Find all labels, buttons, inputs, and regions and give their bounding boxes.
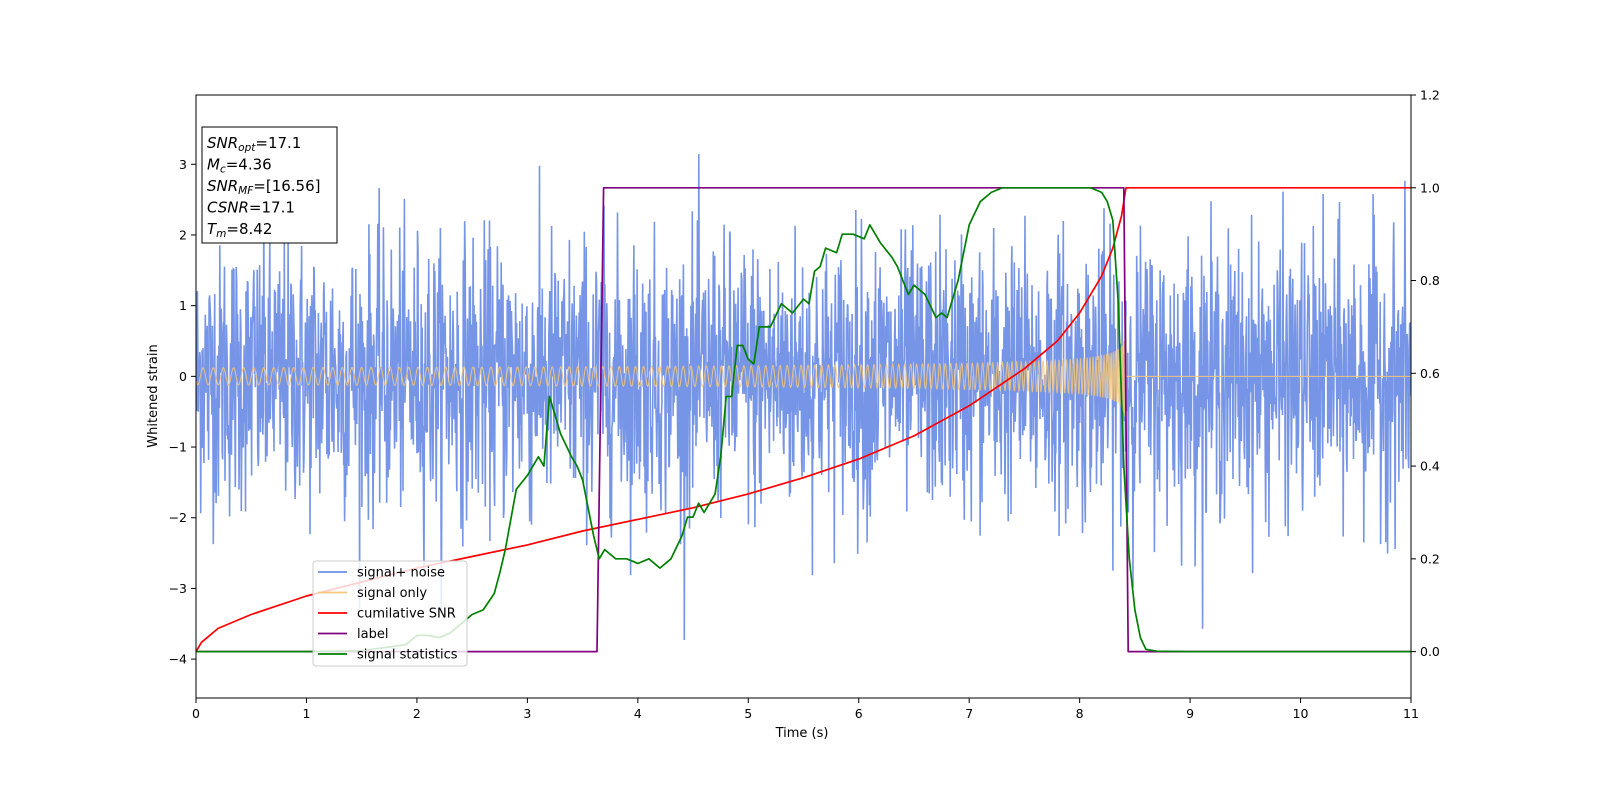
- x-tick-label: 9: [1186, 706, 1194, 721]
- x-tick-label: 3: [523, 706, 531, 721]
- y-tick-label: −3: [169, 581, 187, 596]
- info-box-symbol: SNR: [207, 134, 238, 152]
- info-box-line: SNRopt=17.1: [207, 134, 301, 154]
- legend-label: label: [357, 627, 388, 642]
- y2-tick-label: 0.2: [1420, 551, 1440, 566]
- legend-label: signal only: [357, 586, 427, 601]
- x-tick-label: 8: [1076, 706, 1084, 721]
- info-box-subscript: c: [220, 164, 226, 176]
- info-box-subscript: opt: [238, 142, 256, 154]
- info-box-value: =17.1: [255, 134, 301, 152]
- info-box-line: SNRMF=[16.56]: [207, 177, 321, 197]
- info-box-symbol: M: [207, 156, 220, 174]
- legend-frame: [312, 560, 468, 667]
- series-signal-noise: [196, 154, 1411, 641]
- info-box-subscript: m: [216, 228, 226, 240]
- x-tick-label: 0: [192, 706, 200, 721]
- y-axis-label: Whitened strain: [146, 344, 161, 447]
- y2-tick-label: 1.2: [1420, 88, 1440, 103]
- y2-tick-label: 1.0: [1420, 180, 1440, 195]
- y-tick-label: 3: [179, 157, 187, 172]
- y2-tick-label: 0.8: [1420, 273, 1440, 288]
- info-box-symbol: SNR: [207, 177, 238, 195]
- plot-series: [196, 154, 1411, 653]
- x-tick-label: 11: [1403, 706, 1419, 721]
- info-box-value: =8.42: [226, 220, 272, 238]
- x-tick-label: 7: [965, 706, 973, 721]
- x-tick-label: 5: [744, 706, 752, 721]
- info-box-value: =[16.56]: [253, 177, 320, 195]
- y-tick-label: −4: [169, 652, 187, 667]
- y-tick-label: −1: [169, 440, 187, 455]
- y-tick-label: 0: [179, 369, 187, 384]
- info-box: SNRopt=17.1Mc=4.36SNRMF=[16.56]CSNR=17.1…: [201, 126, 338, 244]
- legend-label: signal statistics: [357, 648, 458, 663]
- x-tick-label: 6: [855, 706, 863, 721]
- plot-frame: [195, 94, 1412, 699]
- y-tick-label: 1: [179, 298, 187, 313]
- info-box-line: CSNR=17.1: [207, 199, 295, 217]
- info-box-value: =4.36: [226, 156, 272, 174]
- y2-axis-ticks: 0.0 0.2 0.4 0.6 0.8 1.0 1.2: [1411, 88, 1440, 659]
- x-tick-label: 2: [413, 706, 421, 721]
- info-box-symbol: T: [207, 220, 218, 238]
- y2-tick-label: 0.0: [1420, 644, 1440, 659]
- y-tick-label: −2: [169, 510, 187, 525]
- legend: signal+ noise signal only cumilative SNR la…: [312, 560, 468, 667]
- y2-tick-label: 0.4: [1420, 459, 1440, 474]
- legend-label: cumilative SNR: [357, 607, 456, 622]
- info-box-line: Tm=8.42: [207, 220, 272, 240]
- x-tick-label: 10: [1293, 706, 1309, 721]
- y-tick-label: 2: [179, 227, 187, 242]
- info-box-line: Mc=4.36: [207, 156, 272, 176]
- x-tick-label: 1: [302, 706, 310, 721]
- legend-label: signal+ noise: [357, 566, 445, 581]
- x-axis-ticks: 0 1 2 3 4 5 6 7 8 9 10 11: [192, 698, 1419, 721]
- info-box-frame: [201, 126, 338, 244]
- x-tick-label: 4: [634, 706, 642, 721]
- info-box-symbol: CSNR: [207, 199, 249, 217]
- series-line-2: [196, 186, 1411, 653]
- y2-tick-label: 0.6: [1420, 366, 1440, 381]
- series-signal-only: [196, 315, 1411, 417]
- y-axis-ticks: −4 −3 −2 −1 0 1 2 3: [169, 157, 196, 667]
- x-axis-label: Time (s): [775, 726, 829, 741]
- info-box-value: =17.1: [249, 199, 295, 217]
- info-box-subscript: MF: [238, 185, 254, 197]
